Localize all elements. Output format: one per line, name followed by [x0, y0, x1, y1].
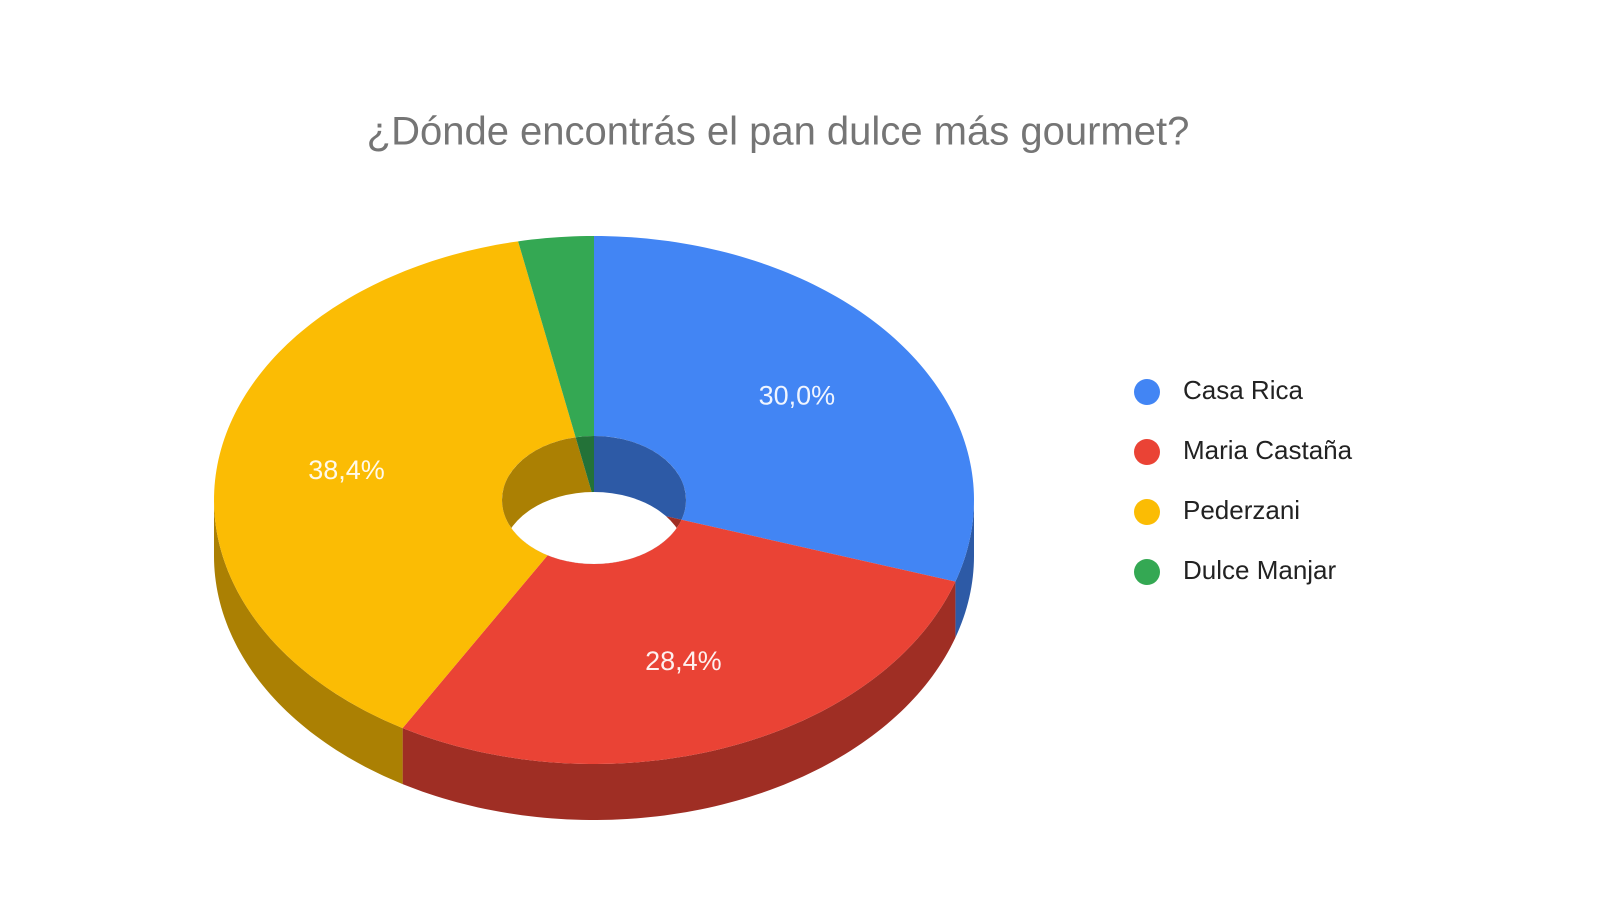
slice — [518, 236, 594, 438]
legend-label: Dulce Manjar — [1183, 555, 1337, 585]
legend-label: Maria Castaña — [1183, 435, 1353, 465]
value-label: 38,4% — [308, 455, 385, 485]
legend-swatch — [1134, 439, 1160, 465]
hole-opening — [502, 492, 686, 564]
slice — [402, 519, 956, 764]
legend-swatch — [1134, 499, 1160, 525]
pie: 30,0% 28,4% 38,4% — [214, 236, 974, 820]
slice-side — [955, 500, 974, 638]
legend-label: Casa Rica — [1183, 375, 1303, 405]
hole — [502, 436, 686, 564]
slice — [594, 236, 974, 582]
slice-side — [402, 581, 956, 820]
legend-swatch — [1134, 559, 1160, 585]
chart-title: ¿Dónde encontrás el pan dulce más gourme… — [367, 110, 1190, 154]
legend-swatch — [1134, 379, 1160, 405]
value-label: 30,0% — [759, 381, 836, 411]
legend: Casa Rica Maria Castaña Pederzani Dulce Man… — [1134, 375, 1353, 585]
hole-wall — [566, 436, 594, 500]
value-label: 28,4% — [645, 646, 722, 676]
slice-side — [214, 500, 403, 785]
slice — [214, 241, 576, 729]
legend-label: Pederzani — [1183, 495, 1300, 525]
